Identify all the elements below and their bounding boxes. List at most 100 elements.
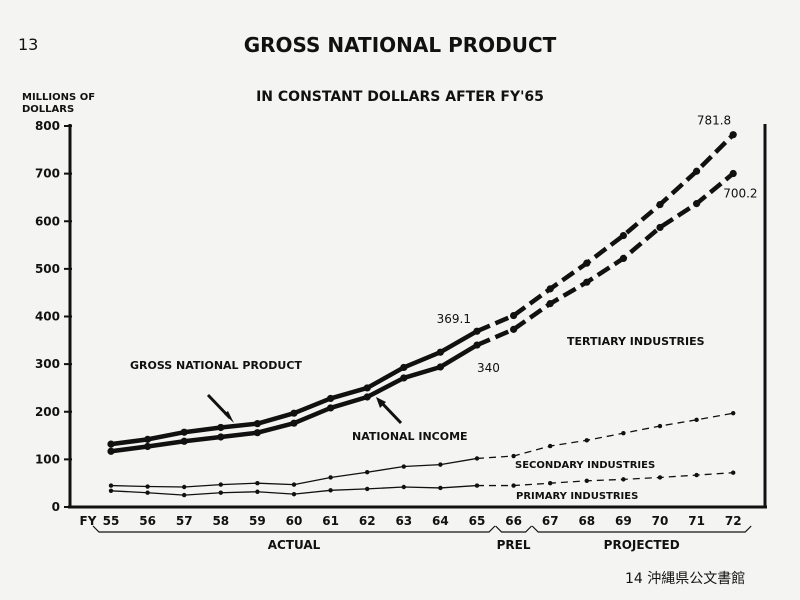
data-point	[619, 254, 628, 262]
x-tick-label: 66	[505, 514, 522, 528]
data-point	[401, 464, 406, 469]
data-point	[583, 278, 591, 286]
data-point	[731, 410, 736, 416]
y-tick-label: 400	[35, 310, 60, 324]
data-point	[291, 482, 297, 487]
series-line-actual	[110, 329, 479, 447]
data-point	[253, 429, 261, 437]
data-point	[255, 489, 260, 494]
data-point	[509, 311, 518, 320]
data-point	[107, 447, 115, 455]
x-tick-label: 71	[688, 514, 705, 528]
data-point	[107, 440, 115, 448]
y-ticks: 0 100 200 300 400 500 600 700 800	[35, 119, 72, 514]
data-point	[546, 300, 554, 308]
y-tick-label: 0	[52, 500, 60, 514]
data-point	[619, 231, 628, 240]
data-point	[144, 435, 152, 443]
data-point	[108, 483, 114, 488]
series-layer	[107, 131, 737, 498]
x-tick-label: 72	[725, 514, 742, 528]
data-point	[438, 485, 443, 491]
data-point	[328, 475, 333, 480]
data-point	[438, 462, 443, 467]
x-tick-label: 59	[249, 514, 266, 528]
data-point	[182, 492, 187, 498]
data-point	[657, 423, 663, 429]
x-tick-label: 62	[359, 514, 376, 528]
y-tick-label: 500	[35, 262, 60, 276]
series-line-projected	[476, 171, 735, 348]
data-point	[731, 470, 736, 475]
x-tick-label: 58	[212, 514, 229, 528]
data-point	[363, 393, 371, 401]
data-point	[509, 325, 518, 333]
x-tick-label: 57	[176, 514, 193, 528]
data-label: 700.2	[723, 187, 757, 201]
x-tick-label: 67	[542, 514, 559, 528]
data-point	[108, 488, 114, 494]
data-point	[694, 417, 699, 423]
data-point	[180, 428, 188, 436]
data-point	[474, 456, 480, 461]
data-point	[180, 437, 188, 445]
data-point	[693, 200, 701, 208]
annotation-gnp: GROSS NATIONAL PRODUCT	[130, 359, 302, 372]
data-point	[290, 409, 298, 417]
data-point	[290, 419, 298, 427]
data-point	[182, 484, 187, 490]
data-point	[694, 472, 699, 478]
period-label: ACTUAL	[268, 538, 321, 552]
y-axis-label-line2: DOLLARS	[22, 104, 74, 115]
x-tick-label: 69	[615, 514, 632, 528]
x-tick-label: 64	[432, 514, 449, 528]
data-point	[584, 478, 589, 484]
data-point	[400, 363, 408, 372]
data-point	[217, 433, 225, 441]
data-point	[729, 169, 737, 178]
data-point	[656, 200, 664, 209]
period-label: PREL	[497, 538, 531, 552]
x-tick-label: 61	[322, 514, 339, 528]
x-tick-label: 56	[139, 514, 156, 528]
data-point	[436, 363, 444, 371]
data-point	[511, 453, 516, 459]
data-point	[255, 480, 260, 486]
data-point	[546, 285, 554, 293]
data-point	[583, 259, 591, 267]
x-tick-label: 68	[578, 514, 595, 528]
data-point	[363, 384, 371, 392]
footer-text: 14 沖縄県公文書館	[625, 570, 745, 587]
series-line-projected	[477, 472, 734, 487]
x-axis-prefix: FY	[80, 514, 97, 528]
data-point	[365, 486, 370, 492]
period-bracket	[495, 525, 533, 533]
data-point	[693, 167, 701, 175]
annotation-ni: NATIONAL INCOME	[352, 430, 468, 443]
y-tick-label: 300	[35, 357, 60, 371]
data-point	[657, 475, 663, 480]
data-point	[400, 374, 408, 382]
page-number: 13	[18, 35, 38, 54]
data-point	[656, 223, 664, 232]
period-bracket	[531, 525, 752, 533]
data-point	[511, 483, 516, 488]
data-point	[217, 423, 225, 432]
data-point	[253, 420, 261, 428]
y-axis-label-line1: MILLIONS OF	[22, 92, 95, 103]
data-point	[144, 442, 152, 451]
data-point	[218, 490, 223, 495]
data-point	[621, 477, 626, 482]
data-point	[145, 490, 150, 495]
period-label: PROJECTED	[604, 538, 680, 552]
data-point	[327, 404, 335, 412]
annotation-primary: PRIMARY INDUSTRIES	[516, 491, 638, 502]
annotation-tertiary: TERTIARY INDUSTRIES	[567, 335, 705, 348]
x-ticks: 55 56 57 58 59 60 61 62 63 64 65 66 67 68 69 70 71 72	[103, 514, 742, 528]
x-tick-label: 63	[395, 514, 412, 528]
data-label: 781.8	[697, 114, 731, 128]
x-tick-label: 60	[286, 514, 303, 528]
data-point	[474, 483, 480, 488]
data-point	[145, 484, 150, 489]
